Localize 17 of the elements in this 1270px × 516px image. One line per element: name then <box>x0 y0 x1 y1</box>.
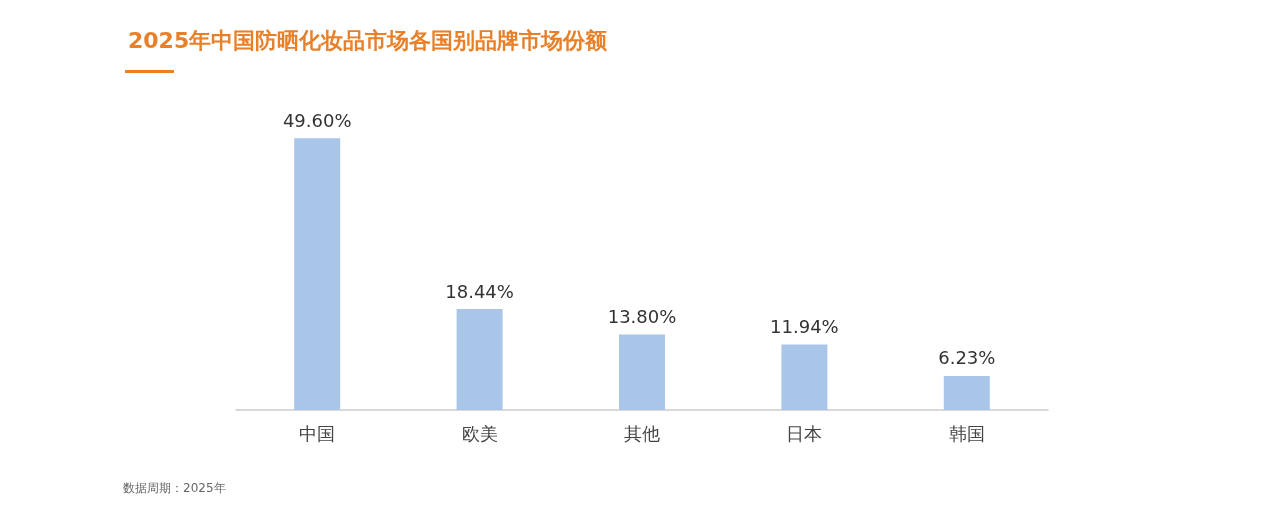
x-tick-label: 欧美 <box>461 422 498 444</box>
chart-title: 2025年中国防晒化妆品市场各国别品牌市场份额 <box>128 27 609 53</box>
data-label: 13.80% <box>607 305 677 327</box>
x-tick-label: 中国 <box>299 422 336 444</box>
data-label: 11.94% <box>770 316 839 338</box>
data-label: 49.60% <box>282 109 352 131</box>
x-tick-label: 日本 <box>786 422 823 444</box>
bar <box>781 344 828 410</box>
bar <box>943 375 990 410</box>
x-tick-label: 韩国 <box>948 422 985 444</box>
data-label: 6.23% <box>938 347 996 369</box>
text: 数据周期：2025年 <box>123 481 226 495</box>
x-tick-label: 其他 <box>624 422 660 444</box>
bar <box>294 138 341 410</box>
bar <box>619 334 665 410</box>
data-label: 18.44% <box>445 280 514 302</box>
bar <box>456 309 503 410</box>
